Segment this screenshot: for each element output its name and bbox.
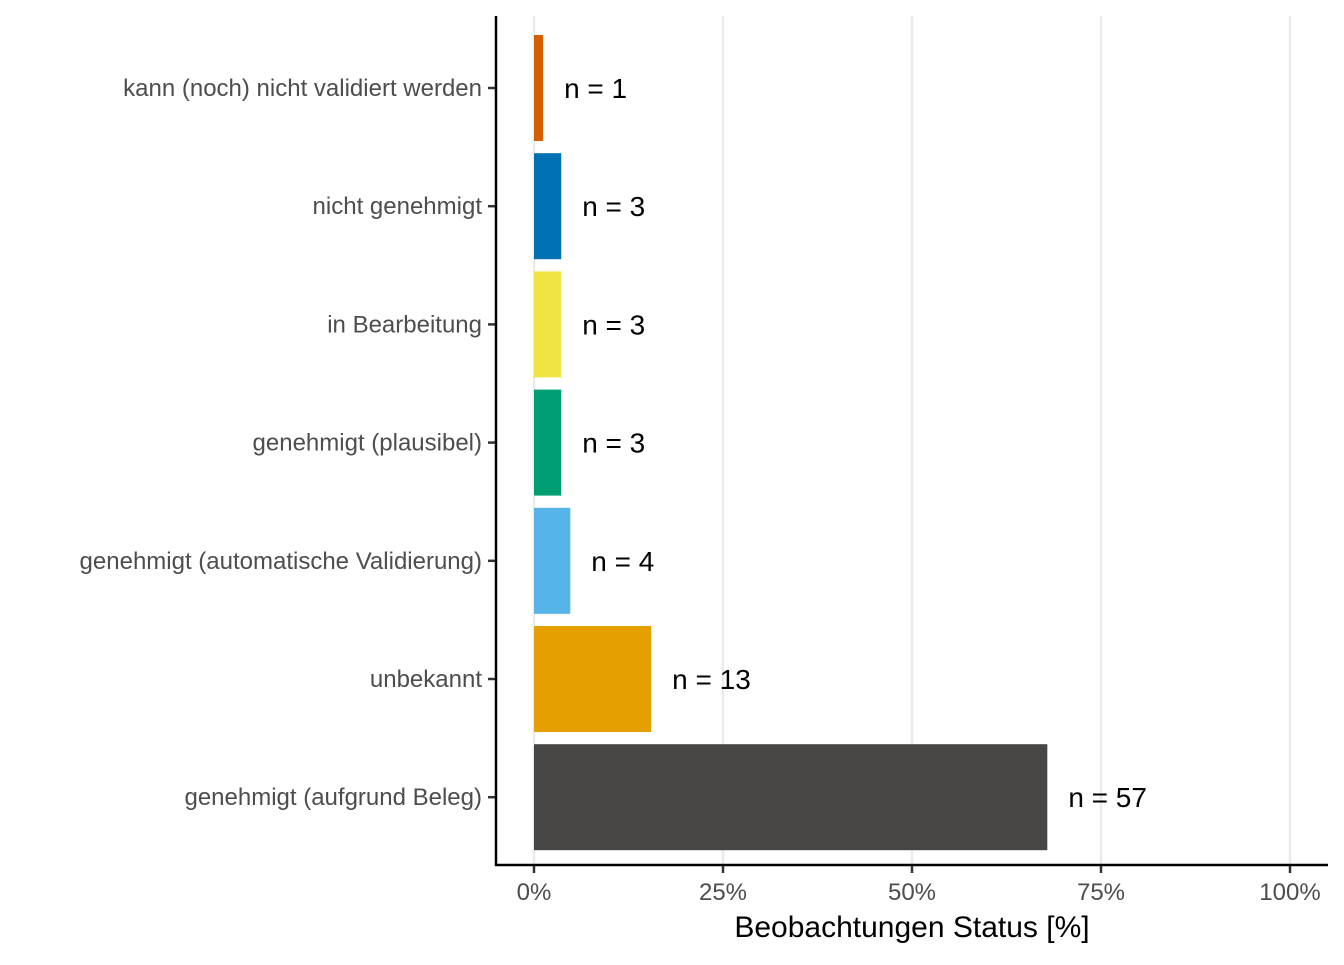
- x-tick-label: 0%: [517, 879, 552, 906]
- data-label: n = 3: [582, 309, 645, 340]
- category-label: nicht genehmigt: [313, 193, 483, 220]
- data-label: n = 57: [1068, 782, 1147, 813]
- x-tick-label: 100%: [1259, 879, 1320, 906]
- grid-layer: [532, 16, 1292, 865]
- data-label-layer: n = 1 n = 3 n = 3 n = 3 n = 4 n = 13 n = 57: [564, 73, 1147, 813]
- data-label: n = 13: [672, 664, 751, 695]
- category-label: genehmigt (plausibel): [253, 430, 482, 457]
- data-label: n = 3: [582, 428, 645, 459]
- bar: [534, 626, 652, 732]
- axis-layer: 0% 25% 50% 75% 100% kann (noch) nicht validie…: [80, 16, 1328, 906]
- category-label: genehmigt (aufgrund Beleg): [184, 784, 482, 811]
- x-tick-label: 50%: [888, 879, 936, 906]
- bar-layer: [534, 35, 1048, 851]
- data-label: n = 1: [564, 73, 627, 104]
- category-label: genehmigt (automatische Validierung): [80, 548, 482, 575]
- data-label: n = 4: [591, 546, 654, 577]
- bar: [534, 35, 544, 141]
- bar: [534, 507, 571, 614]
- bar: [534, 271, 562, 378]
- x-tick-label: 75%: [1077, 879, 1125, 906]
- bar: [534, 389, 562, 496]
- data-label: n = 3: [582, 191, 645, 222]
- category-label: kann (noch) nicht validiert werden: [123, 75, 482, 102]
- category-label: unbekannt: [370, 666, 482, 693]
- bar: [534, 744, 1048, 851]
- bar: [534, 153, 562, 260]
- category-label: in Bearbeitung: [327, 311, 482, 338]
- x-tick-label: 25%: [699, 879, 747, 906]
- x-axis-title: Beobachtungen Status [%]: [734, 911, 1089, 944]
